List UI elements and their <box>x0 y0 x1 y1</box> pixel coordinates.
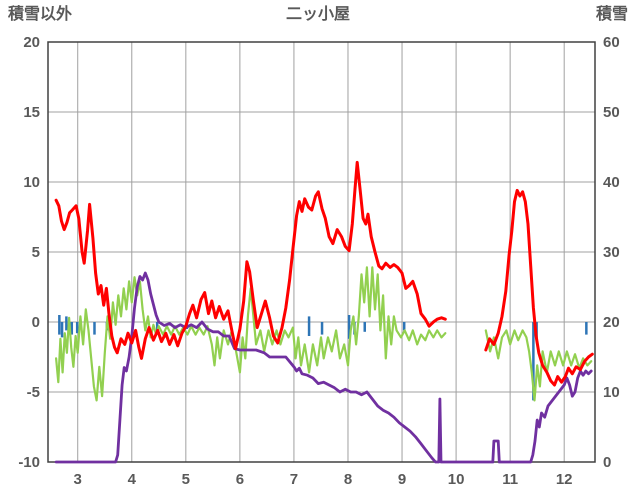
right-axis-tick: 20 <box>603 314 620 331</box>
green-line <box>54 266 593 402</box>
left-axis-title: 積雪以外 <box>7 4 72 23</box>
x-axis-tick: 6 <box>236 471 244 488</box>
right-axis-tick: 0 <box>603 454 611 471</box>
x-axis-tick: 5 <box>182 471 190 488</box>
right-axis-tick: 50 <box>603 104 620 121</box>
left-axis-tick: 0 <box>32 314 40 331</box>
series-layer <box>54 160 594 464</box>
x-axis-tick: 3 <box>74 471 82 488</box>
left-axis-tick: -5 <box>27 384 40 401</box>
x-axis-tick: 8 <box>344 471 352 488</box>
right-axis-title: 積雪 <box>595 4 628 23</box>
chart-title: 二ッ小屋 <box>286 5 350 23</box>
purple-line-segment <box>54 271 593 464</box>
left-axis-tick: 15 <box>23 104 40 121</box>
left-axis-tick: 20 <box>23 34 40 51</box>
red-line-segment <box>484 188 594 387</box>
x-axis-tick: 9 <box>398 471 406 488</box>
green-line-segment <box>484 329 593 402</box>
red-line-segment <box>54 160 447 360</box>
plot-border <box>47 41 596 463</box>
green-line-segment <box>54 266 447 402</box>
right-axis-tick: 30 <box>603 244 620 261</box>
right-axis-tick: 10 <box>603 384 620 401</box>
x-axis-tick: 7 <box>290 471 298 488</box>
x-axis-tick: 10 <box>448 471 465 488</box>
left-axis-tick: -10 <box>18 454 40 471</box>
gridlines <box>47 41 596 463</box>
left-axis-tick: 10 <box>23 174 40 191</box>
x-axis-tick: 4 <box>128 471 137 488</box>
x-axis-tick: 11 <box>502 471 518 488</box>
x-axis-tick: 12 <box>556 471 573 488</box>
right-axis-tick: 60 <box>603 34 620 51</box>
red-line <box>54 160 594 387</box>
right-axis-tick: 40 <box>603 174 620 191</box>
left-axis-tick: 5 <box>32 244 40 261</box>
purple-line <box>54 271 593 464</box>
